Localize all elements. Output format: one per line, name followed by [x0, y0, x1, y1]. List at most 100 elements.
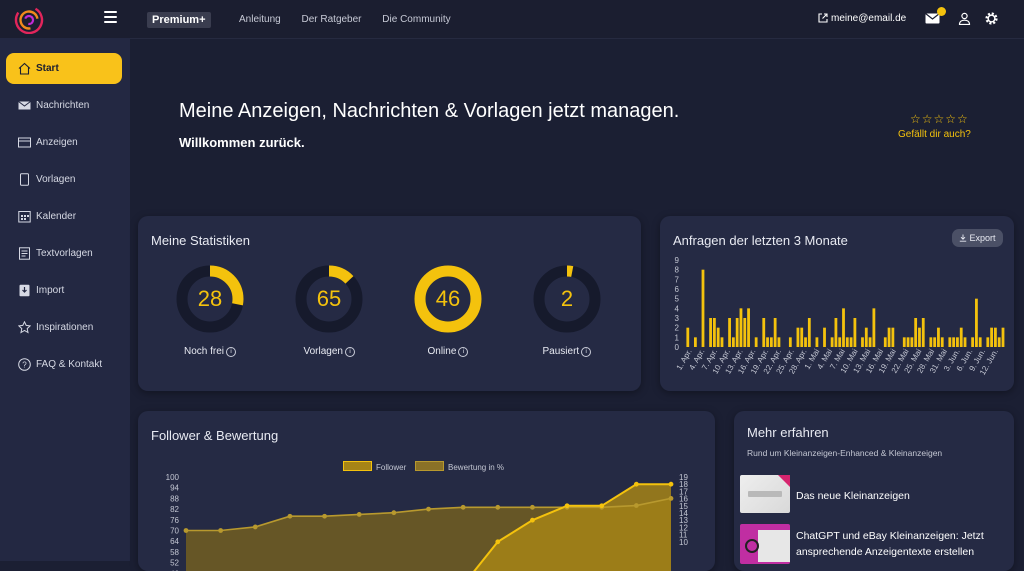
- bar: [762, 318, 766, 347]
- bar: [861, 337, 864, 347]
- bar: [693, 337, 697, 347]
- info-icon[interactable]: i: [344, 347, 355, 357]
- stat-value: 28: [197, 286, 223, 311]
- stat-value: 65: [316, 286, 342, 311]
- left-tick-label: 76: [170, 516, 179, 525]
- stat-ring-vorlagen: 65: [294, 264, 364, 334]
- left-tick-label: 88: [170, 494, 179, 503]
- stat-ring-online: 46: [413, 264, 483, 334]
- sidebar-item-label: Start: [36, 63, 59, 74]
- bar: [701, 269, 705, 347]
- bar: [891, 327, 895, 347]
- point-bewertung: [322, 513, 327, 519]
- point-follower: [668, 481, 674, 487]
- legend-bewertung[interactable]: Bewertung in %: [415, 461, 504, 472]
- y-tick-label: 4: [675, 304, 680, 313]
- y-tick-label: 6: [675, 285, 680, 294]
- point-bewertung: [460, 504, 466, 510]
- document-icon: [20, 173, 29, 186]
- ring-fill: [414, 265, 482, 333]
- bar: [940, 337, 944, 347]
- export-button[interactable]: Export: [952, 229, 1003, 247]
- bar: [747, 308, 750, 347]
- menu-toggle-button[interactable]: [104, 11, 117, 24]
- bar: [769, 337, 773, 347]
- gear-icon[interactable]: [984, 11, 999, 26]
- right-tick-label: 17: [679, 487, 688, 496]
- bar: [743, 318, 747, 347]
- article-thumbnail[interactable]: [740, 524, 790, 564]
- y-tick-label: 2: [675, 324, 680, 333]
- right-tick-label: 10: [679, 538, 688, 547]
- bar: [1001, 327, 1005, 347]
- bar: [716, 327, 720, 347]
- bar: [853, 318, 857, 347]
- line-follower: [473, 483, 671, 571]
- ring-fill: [176, 265, 244, 333]
- nav-link-anleitung[interactable]: Anleitung: [239, 14, 281, 25]
- calendar-icon: [18, 211, 31, 223]
- left-tick-label: 52: [170, 559, 179, 568]
- article-link[interactable]: ChatGPT und eBay Kleinanzeigen: Jetzt: [796, 530, 984, 542]
- bar: [823, 327, 826, 347]
- stat-label: Vorlagen i: [304, 346, 355, 357]
- sidebar-item-start[interactable]: Start: [6, 53, 122, 84]
- bar: [937, 327, 940, 347]
- sidebar-item-label: Kalender: [36, 211, 77, 222]
- bar: [804, 337, 807, 347]
- sidebar-item-anzeigen[interactable]: Anzeigen: [6, 127, 122, 158]
- user-icon[interactable]: [958, 12, 971, 25]
- sidebar-item-import[interactable]: Import: [6, 275, 122, 306]
- info-icon[interactable]: i: [581, 347, 592, 357]
- home-icon: [18, 62, 31, 75]
- y-tick-label: 0: [675, 343, 680, 352]
- bar: [712, 318, 716, 347]
- page-title: Meine Anzeigen, Nachrichten & Vorlagen j…: [179, 100, 680, 122]
- mail-icon[interactable]: [925, 13, 940, 24]
- stat-value: 2: [560, 286, 574, 311]
- rating-prompt[interactable]: Gefällt dir auch?: [898, 129, 971, 140]
- bar: [952, 337, 956, 347]
- ring-graphic: [414, 265, 482, 333]
- point-follower: [564, 503, 570, 509]
- follower-card: Follower & Bewertung Follower Bewertung …: [138, 411, 715, 571]
- nav-link-ratgeber[interactable]: Der Ratgeber: [301, 14, 362, 25]
- sidebar-item-faq[interactable]: ? FAQ & Kontakt: [6, 349, 122, 380]
- bar: [773, 318, 777, 347]
- point-bewertung: [530, 504, 535, 510]
- stat-value: 46: [435, 286, 461, 311]
- star-icon: [18, 321, 31, 334]
- ring-fill: [533, 265, 601, 333]
- sidebar-item-inspirationen[interactable]: Inspirationen: [6, 312, 122, 343]
- nav-link-community[interactable]: Die Community: [382, 14, 451, 25]
- sidebar-item-nachrichten[interactable]: Nachrichten: [6, 90, 122, 121]
- bar: [731, 337, 735, 347]
- stat-label-text: Pausiert: [542, 346, 580, 357]
- article-link[interactable]: Das neue Kleinanzeigen: [796, 490, 910, 502]
- sidebar-item-label: FAQ & Kontakt: [36, 359, 103, 370]
- article-thumbnail[interactable]: [740, 475, 790, 513]
- account-email-link[interactable]: meine@email.de: [818, 13, 906, 24]
- bar: [921, 318, 925, 347]
- hamburger-line: [104, 11, 117, 13]
- bar: [720, 337, 724, 347]
- right-tick-label: 14: [679, 509, 688, 518]
- info-icon[interactable]: i: [226, 347, 237, 357]
- bar: [975, 298, 978, 347]
- bar: [978, 337, 982, 347]
- bar: [868, 337, 872, 347]
- mail-icon: [18, 101, 31, 110]
- stat-label: Online i: [428, 346, 469, 357]
- article-link-line2[interactable]: ansprechende Anzeigentexte erstellen: [796, 546, 975, 558]
- sidebar-item-kalender[interactable]: Kalender: [6, 201, 122, 232]
- legend-swatch: [343, 461, 372, 471]
- sidebar-item-vorlagen[interactable]: Vorlagen: [6, 164, 122, 195]
- rating-stars[interactable]: ☆☆☆☆☆: [910, 112, 969, 126]
- sidebar-item-textvorlagen[interactable]: Textvorlagen: [6, 238, 122, 269]
- chatgpt-logo: [745, 530, 790, 562]
- app-logo[interactable]: [14, 4, 44, 34]
- point-bewertung: [183, 528, 189, 533]
- legend-follower[interactable]: Follower: [343, 461, 406, 472]
- info-icon[interactable]: i: [458, 347, 469, 357]
